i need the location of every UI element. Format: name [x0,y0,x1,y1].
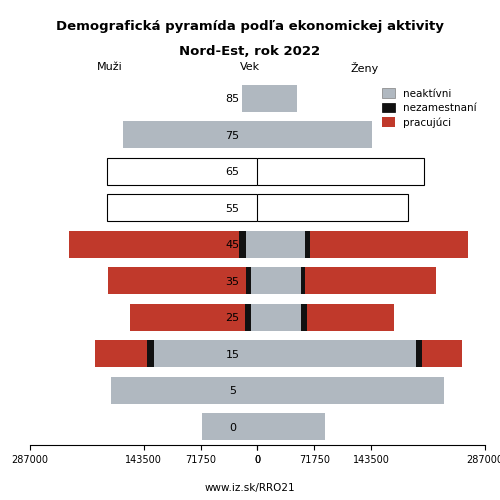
Bar [258,340,416,367]
Bar [122,121,258,148]
Bar [301,304,306,331]
Bar [258,158,424,185]
Bar [258,121,372,148]
Bar [146,340,154,367]
Bar [305,267,436,294]
Bar [258,194,408,222]
Text: Demografická pyramída podľa ekonomickej aktivity: Demografická pyramída podľa ekonomickej … [56,20,444,33]
Bar [108,267,246,294]
Text: www.iz.sk/RRO21: www.iz.sk/RRO21 [204,482,296,492]
Bar [258,230,305,258]
Bar [258,413,325,440]
Bar [251,304,258,331]
Text: Muži: Muži [97,62,123,72]
Text: Vek: Vek [240,62,260,72]
Bar [301,267,305,294]
Bar [246,267,251,294]
Bar [107,194,258,222]
Bar [246,230,258,258]
Bar [251,267,258,294]
Bar [202,413,258,440]
Bar [130,304,245,331]
Text: Nord-Est, rok 2022: Nord-Est, rok 2022 [180,45,320,58]
Bar [242,84,258,112]
Bar [258,267,301,294]
Bar [258,304,301,331]
Bar [69,230,239,258]
Bar [305,230,310,258]
Bar [107,158,258,185]
Bar [258,376,444,404]
Bar [240,230,246,258]
Bar [245,304,251,331]
Bar [422,340,462,367]
Text: Ženy: Ženy [351,62,379,74]
Legend: neaktívni, nezamestnaní, pracujúci: neaktívni, nezamestnaní, pracujúci [379,85,480,130]
Bar [310,230,468,258]
Bar [95,340,146,367]
Bar [154,340,258,367]
Bar [111,376,258,404]
Bar [306,304,394,331]
Bar [416,340,422,367]
Bar [258,84,297,112]
